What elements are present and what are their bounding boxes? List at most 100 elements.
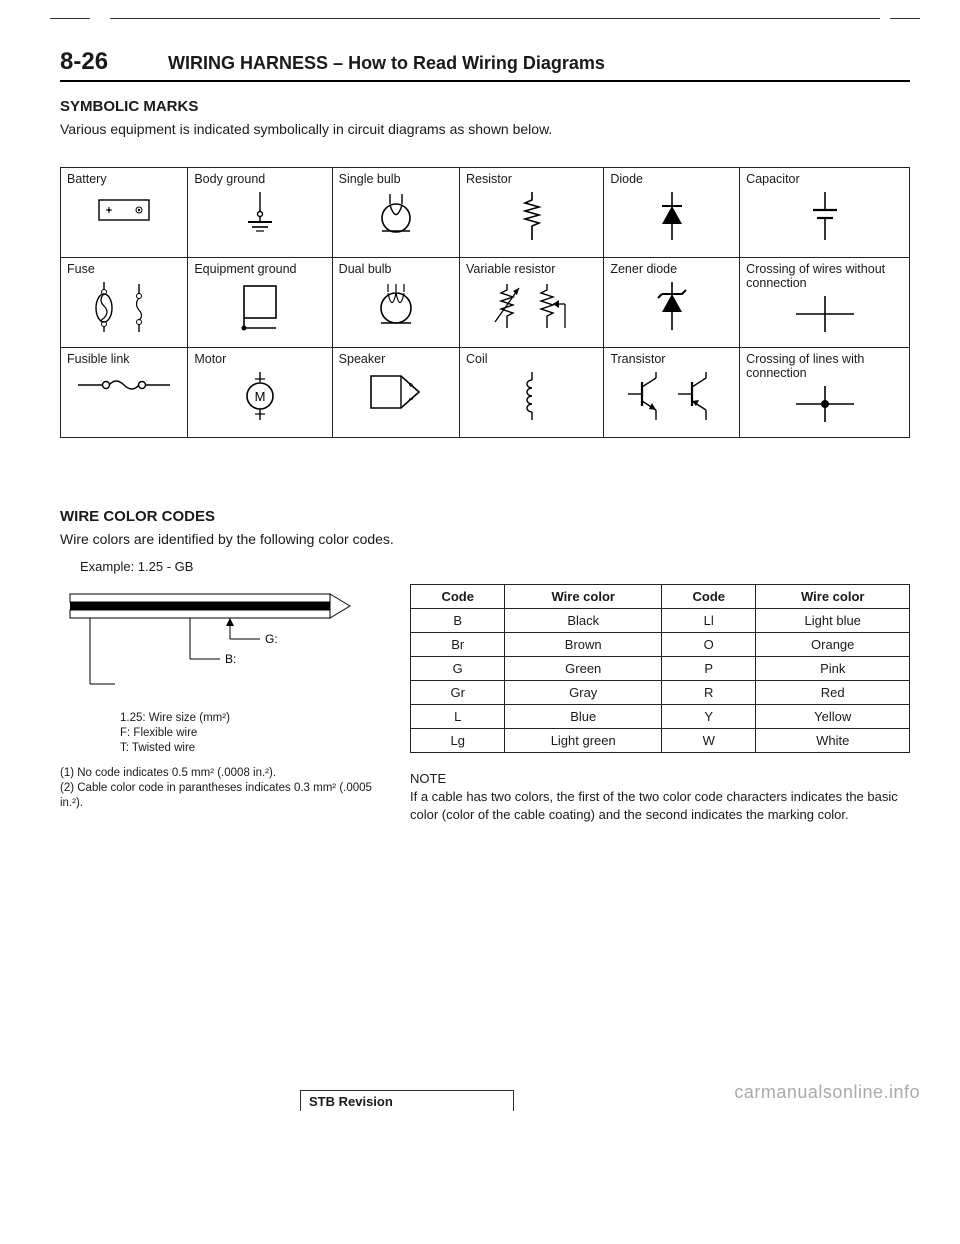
cell: Red <box>756 681 910 705</box>
capacitor-icon <box>805 190 845 242</box>
single-bulb-icon <box>366 190 426 238</box>
col-h4: Wire color <box>756 585 910 609</box>
cell: Br <box>411 633 505 657</box>
cell: Brown <box>505 633 662 657</box>
note-body: If a cable has two colors, the first of … <box>410 788 910 823</box>
example-label: Example: 1.25 - GB <box>80 559 910 574</box>
coil-icon <box>512 370 552 422</box>
top-rule-left <box>50 18 90 19</box>
cell: Lg <box>411 729 505 753</box>
cell-variable-resistor: Variable resistor <box>460 258 604 348</box>
label-fusible-link: Fusible link <box>67 352 181 366</box>
page-header: 8-26 WIRING HARNESS – How to Read Wiring… <box>60 48 910 82</box>
cell: Blue <box>505 705 662 729</box>
label-diode: Diode <box>610 172 733 186</box>
cell: W <box>662 729 756 753</box>
section2-heading: WIRE COLOR CODES <box>60 508 910 525</box>
cell-single-bulb: Single bulb <box>332 168 459 258</box>
symbol-table: Battery Body ground <box>60 167 910 438</box>
label-fuse: Fuse <box>67 262 181 276</box>
page-number: 8-26 <box>60 48 108 76</box>
label-dual-bulb: Dual bulb <box>339 262 453 276</box>
label-coil: Coil <box>466 352 597 366</box>
label-body-ground: Body ground <box>194 172 325 186</box>
cell-diode: Diode <box>604 168 740 258</box>
fuse-icon <box>84 280 164 332</box>
label-variable-resistor: Variable resistor <box>466 262 597 276</box>
dual-bulb-icon <box>366 280 426 332</box>
table-row: L Blue Y Yellow <box>411 705 910 729</box>
header-title: WIRING HARNESS – How to Read Wiring Diag… <box>168 53 605 74</box>
table-row: G Green P Pink <box>411 657 910 681</box>
wire-cap-2: F: Flexible wire <box>120 726 380 741</box>
battery-icon <box>89 190 159 230</box>
section1-heading: SYMBOLIC MARKS <box>60 98 910 115</box>
cell-dual-bulb: Dual bulb <box>332 258 459 348</box>
cell-equipment-ground: Equipment ground <box>188 258 332 348</box>
section2-desc: Wire colors are identified by the follow… <box>60 531 910 547</box>
section1-intro: Various equipment is indicated symbolica… <box>60 121 910 137</box>
cell: Light green <box>505 729 662 753</box>
col-h1: Code <box>411 585 505 609</box>
label-crossing-no-connection: Crossing of wires without connection <box>746 262 903 290</box>
cell-crossing-with-connection: Crossing of lines with connection <box>740 348 910 438</box>
speaker-icon <box>361 370 431 414</box>
color-code-table: Code Wire color Code Wire color B Black … <box>410 584 910 753</box>
cell-fuse: Fuse <box>61 258 188 348</box>
cell-capacitor: Capacitor <box>740 168 910 258</box>
cell-battery: Battery <box>61 168 188 258</box>
label-transistor: Transistor <box>610 352 733 366</box>
cell: R <box>662 681 756 705</box>
cell-zener-diode: Zener diode <box>604 258 740 348</box>
diode-icon <box>652 190 692 242</box>
label-single-bulb: Single bulb <box>339 172 453 186</box>
cell: Green <box>505 657 662 681</box>
label-battery: Battery <box>67 172 181 186</box>
crossing-no-connection-icon <box>790 294 860 334</box>
top-rule-main <box>110 18 880 19</box>
fusible-link-icon <box>74 370 174 400</box>
cell: Gray <box>505 681 662 705</box>
cell-coil: Coil <box>460 348 604 438</box>
motor-icon: M <box>235 370 285 422</box>
watermark: carmanualsonline.info <box>734 1082 920 1103</box>
label-resistor: Resistor <box>466 172 597 186</box>
footnote-2: (2) Cable color code in parantheses indi… <box>60 781 380 811</box>
cell: P <box>662 657 756 681</box>
table-row: Gr Gray R Red <box>411 681 910 705</box>
resistor-icon <box>512 190 552 242</box>
cell: Pink <box>756 657 910 681</box>
cell: Light blue <box>756 609 910 633</box>
stb-revision-box: STB Revision <box>300 1090 514 1111</box>
cell: Black <box>505 609 662 633</box>
cell-crossing-no-connection: Crossing of wires without connection <box>740 258 910 348</box>
zener-diode-icon <box>652 280 692 332</box>
cell: White <box>756 729 910 753</box>
cell: L <box>411 705 505 729</box>
cell: Ll <box>662 609 756 633</box>
label-equipment-ground: Equipment ground <box>194 262 325 276</box>
table-row: Lg Light green W White <box>411 729 910 753</box>
wire-diagram-column: G: B: 1.25: Wire size (mm²) F: Flexible … <box>60 584 380 811</box>
svg-text:B:: B: <box>225 652 236 666</box>
table-row: Br Brown O Orange <box>411 633 910 657</box>
cell: B <box>411 609 505 633</box>
cell: Y <box>662 705 756 729</box>
crossing-with-connection-icon <box>790 384 860 424</box>
variable-resistor-icon <box>487 280 577 332</box>
cell: G <box>411 657 505 681</box>
label-capacitor: Capacitor <box>746 172 903 186</box>
label-speaker: Speaker <box>339 352 453 366</box>
wire-diagram-icon: G: B: <box>60 584 360 704</box>
body-ground-icon <box>230 190 290 238</box>
footnote-1: (1) No code indicates 0.5 mm² (.0008 in.… <box>60 766 380 781</box>
cell-body-ground: Body ground <box>188 168 332 258</box>
svg-text:M: M <box>255 389 266 404</box>
cell-fusible-link: Fusible link <box>61 348 188 438</box>
cell-motor: Motor M <box>188 348 332 438</box>
cell: O <box>662 633 756 657</box>
wire-cap-3: T: Twisted wire <box>120 741 380 756</box>
cell: Orange <box>756 633 910 657</box>
col-h3: Code <box>662 585 756 609</box>
label-crossing-with-connection: Crossing of lines with connection <box>746 352 903 380</box>
